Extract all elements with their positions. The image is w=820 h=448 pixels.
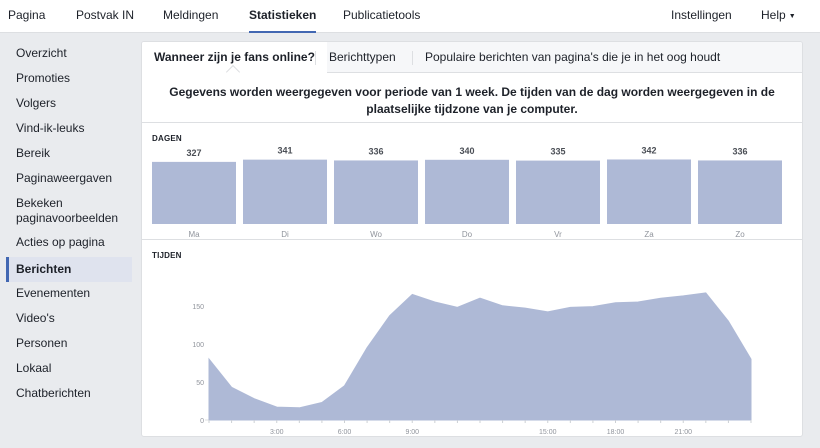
period-description: Gegevens worden weergegeven voor periode… [169, 85, 775, 116]
day-label: Vr [554, 230, 562, 239]
x-tick-label: 3:00 [270, 429, 284, 436]
x-tick-label: 15:00 [539, 429, 557, 436]
day-label: Wo [370, 230, 382, 239]
day-label: Ma [188, 230, 200, 239]
day-label: Za [644, 230, 654, 239]
bar-za [607, 159, 691, 224]
bar-value-label: 336 [368, 146, 383, 156]
day-label: Do [462, 230, 473, 239]
day-label: Di [281, 230, 289, 239]
days-bar-chart: 327 Ma 341 Di 336 Wo 340 Do 335 Vr 342 Za 336 Zo [152, 145, 782, 239]
hours-area [208, 292, 752, 421]
sidebar-item-berichten[interactable]: Berichten [6, 257, 132, 282]
sidebar-item-personen[interactable]: Personen [16, 336, 68, 350]
nav-postvak[interactable]: Postvak IN [76, 8, 135, 22]
sidebar-item-overzicht[interactable]: Overzicht [16, 46, 67, 60]
y-tick-label: 100 [192, 342, 204, 349]
insights-tabs: Wanneer zijn je fans online? Berichttype… [142, 42, 802, 74]
y-tick-label: 0 [200, 418, 204, 425]
section-divider [142, 122, 802, 123]
sidebar-item-vind-ik-leuks[interactable]: Vind-ik-leuks [16, 121, 85, 135]
bar-di [243, 159, 327, 224]
sidebar-item-bekeken[interactable]: Bekeken paginavoorbeelden [16, 196, 119, 225]
section-divider [142, 239, 802, 240]
bar-value-label: 342 [641, 145, 656, 155]
hours-chart-title: TIJDEN [152, 251, 182, 260]
days-chart-title: DAGEN [152, 134, 182, 143]
bar-wo [334, 160, 418, 224]
nav-pagina[interactable]: Pagina [8, 8, 46, 22]
bar-vr [516, 160, 600, 224]
tab-divider [412, 51, 413, 65]
top-navigation: Pagina Postvak IN Meldingen Statistieken Pub… [0, 0, 820, 33]
sidebar-item-evenementen[interactable]: Evenementen [16, 286, 91, 300]
bar-value-label: 340 [459, 146, 474, 156]
tab-divider [315, 51, 316, 65]
help-menu[interactable]: Help ▼ [761, 0, 796, 33]
day-label: Zo [735, 230, 745, 239]
sidebar-item-paginaweergaven[interactable]: Paginaweergaven [16, 171, 113, 185]
sidebar-item-volgers[interactable]: Volgers [16, 96, 57, 110]
bar-ma [152, 161, 236, 224]
x-tick-label: 6:00 [338, 429, 352, 436]
hours-area-chart: 0 50 100 150 3:00 6:00 9:00 15:00 18:00 21:00 [192, 292, 752, 436]
tab-berichttypen[interactable]: Berichttypen [329, 50, 396, 64]
bar-value-label: 335 [550, 147, 565, 157]
y-tick-label: 50 [196, 380, 204, 387]
settings-link[interactable]: Instellingen [671, 8, 732, 22]
bar-do [425, 159, 509, 224]
bar-value-label: 336 [732, 146, 747, 156]
sidebar-item-bereik[interactable]: Bereik [16, 146, 51, 160]
sidebar-item-chatberichten[interactable]: Chatberichten [16, 386, 91, 400]
bar-zo [698, 160, 782, 224]
sidebar-item-lokaal[interactable]: Lokaal [16, 361, 52, 375]
bar-value-label: 327 [186, 148, 201, 158]
x-tick-label: 9:00 [405, 429, 419, 436]
insights-panel: Wanneer zijn je fans online? Berichttype… [141, 41, 803, 437]
sidebar-item-videos[interactable]: Video's [16, 311, 55, 325]
bar-value-label: 341 [277, 146, 292, 156]
sidebar-item-promoties[interactable]: Promoties [16, 71, 71, 85]
nav-statistieken[interactable]: Statistieken [249, 0, 317, 33]
x-tick-label: 18:00 [607, 429, 625, 436]
nav-meldingen[interactable]: Meldingen [163, 8, 219, 22]
tab-populaire-berichten[interactable]: Populaire berichten van pagina's die je … [425, 50, 721, 64]
x-tick-label: 21:00 [674, 429, 692, 436]
caret-down-icon: ▼ [788, 13, 796, 20]
sidebar-item-acties[interactable]: Acties op pagina [16, 235, 105, 249]
y-tick-label: 150 [192, 304, 204, 311]
help-label: Help [761, 8, 786, 22]
nav-publicatietools[interactable]: Publicatietools [343, 8, 421, 22]
